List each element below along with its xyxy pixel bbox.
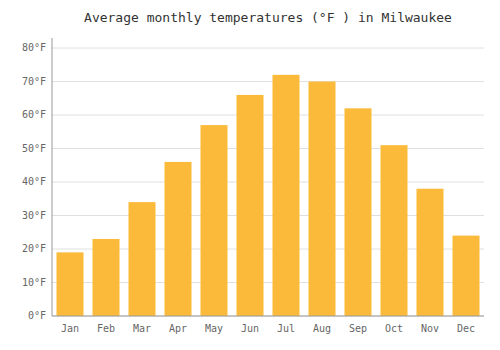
x-tick-label: Mar <box>133 323 151 334</box>
bar <box>417 189 444 316</box>
x-tick-label: Nov <box>421 323 439 334</box>
x-tick-label: Jul <box>277 323 295 334</box>
x-tick-label: Oct <box>385 323 403 334</box>
grid-line <box>52 115 484 116</box>
grid-line <box>52 148 484 149</box>
x-tick-label: Aug <box>313 323 331 334</box>
x-tick-label: Jun <box>241 323 259 334</box>
grid-line <box>52 182 484 183</box>
grid-line <box>52 81 484 82</box>
bar <box>237 95 264 316</box>
x-tick-label: May <box>205 323 223 334</box>
bars <box>57 75 480 316</box>
y-tick-label: 20°F <box>22 243 46 254</box>
grid <box>52 48 484 316</box>
bar <box>345 108 372 316</box>
bar <box>273 75 300 316</box>
y-tick-label: 60°F <box>22 109 46 120</box>
y-tick-label: 10°F <box>22 277 46 288</box>
grid-line <box>52 48 484 49</box>
y-axis-line <box>52 38 53 316</box>
x-axis-line <box>52 316 484 317</box>
y-tick-label: 30°F <box>22 210 46 221</box>
y-tick-label: 80°F <box>22 42 46 53</box>
x-tick-label: Sep <box>349 323 367 334</box>
title: Average monthly temperatures (°F ) in Mi… <box>84 10 452 25</box>
chart: Average monthly temperatures (°F ) in Mi… <box>0 0 500 350</box>
y-tick-label: 0°F <box>28 310 46 321</box>
y-axis: 0°F 10°F 20°F 30°F 40°F 50°F 60°F 70°F 80°F <box>22 38 52 321</box>
y-tick-label: 40°F <box>22 176 46 187</box>
x-axis: Jan Feb Mar Apr May Jun Jul Aug Sep Oct Nov Dec <box>52 316 484 334</box>
y-tick-label: 70°F <box>22 76 46 87</box>
bar <box>309 82 336 316</box>
bar <box>129 202 156 316</box>
y-tick-label: 50°F <box>22 143 46 154</box>
grid-line <box>52 316 484 317</box>
bar <box>57 252 84 316</box>
x-tick-label: Feb <box>97 323 115 334</box>
bar <box>381 145 408 316</box>
x-tick-label: Dec <box>457 323 475 334</box>
bar <box>453 236 480 316</box>
bar <box>165 162 192 316</box>
x-tick-label: Apr <box>169 323 187 334</box>
bar <box>93 239 120 316</box>
chart-container: Average monthly temperatures (°F ) in Mi… <box>0 0 500 350</box>
bar <box>201 125 228 316</box>
x-tick-label: Jan <box>61 323 79 334</box>
